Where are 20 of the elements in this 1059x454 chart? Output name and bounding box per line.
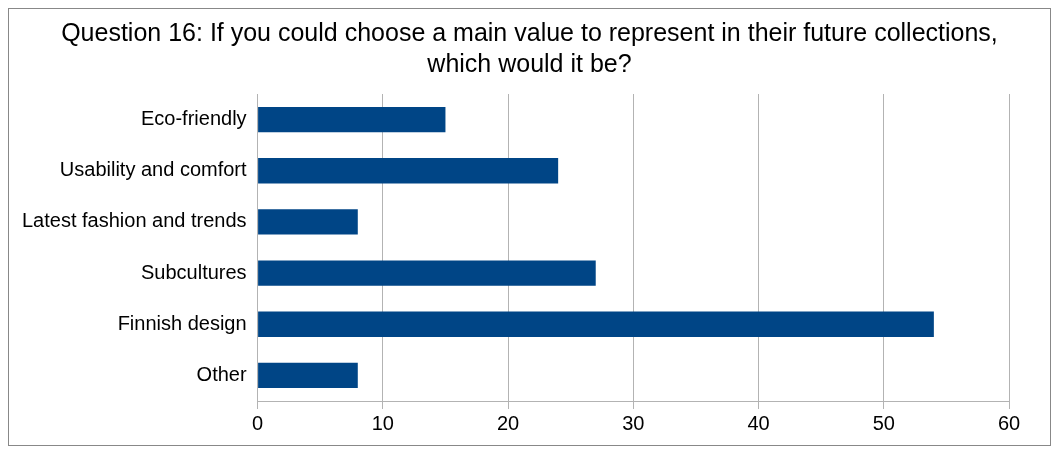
y-tick-label: Usability and comfort [59, 158, 248, 181]
bar [258, 106, 446, 133]
x-tick-label: 30 [622, 411, 645, 434]
bar [258, 260, 596, 286]
x-tick-label: 10 [371, 411, 394, 434]
x-tick-label: 50 [872, 411, 895, 434]
x-tick-label: 60 [997, 411, 1021, 434]
bar [258, 158, 559, 184]
y-tick-label: Latest fashion and trends [21, 209, 247, 232]
y-tick-label: Subcultures [140, 260, 247, 283]
y-tick-label: Other [196, 362, 247, 385]
chart-title: Question 16: If you could choose a main value to represent in their future collections, which would it be? [60, 17, 999, 79]
bar [258, 362, 358, 389]
bar [258, 209, 358, 235]
x-tick-label: 0 [252, 411, 264, 434]
x-tick-label: 20 [496, 411, 520, 434]
y-tick-label: Eco-friendly [140, 107, 247, 130]
y-tick-label: Finnish design [117, 311, 247, 334]
x-tick-label: 40 [747, 411, 770, 434]
bar [258, 311, 934, 337]
